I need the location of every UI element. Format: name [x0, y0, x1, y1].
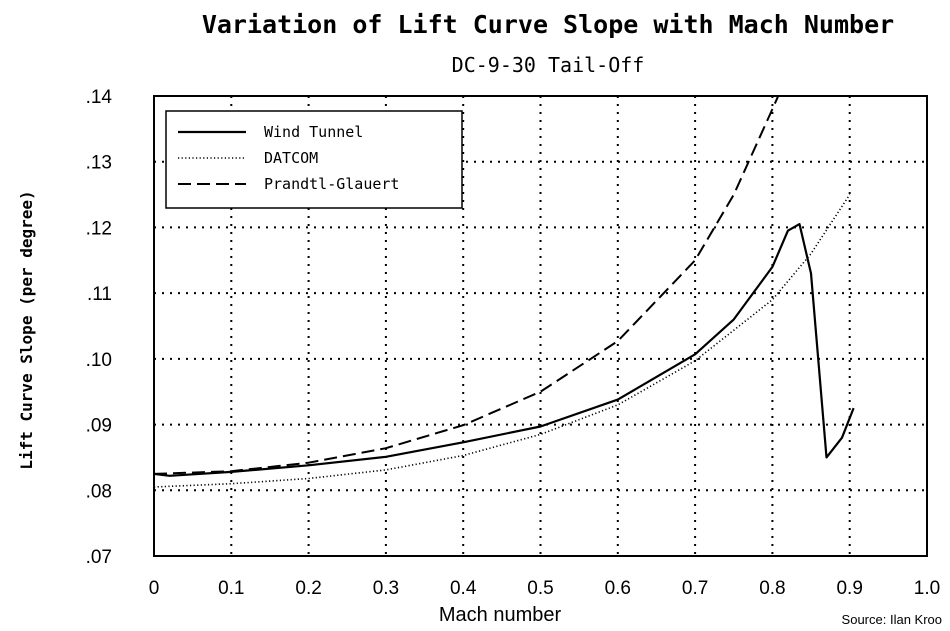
source-note: Source: Ilan Kroo [842, 612, 942, 627]
y-tick-label: .09 [86, 416, 112, 437]
chart-title: Variation of Lift Curve Slope with Mach … [202, 10, 894, 39]
x-tick-label: 0.4 [450, 578, 477, 599]
legend: Wind Tunnel DATCOM Prandtl-Glauert [165, 110, 463, 209]
x-tick-label: 0 [149, 578, 160, 599]
x-tick-labels: 0 0.1 0.2 0.3 0.4 0.5 0.6 0.7 0.8 0.9 1.0 [149, 578, 941, 599]
series-layer [154, 96, 855, 488]
y-tick-label: .12 [86, 218, 112, 239]
x-tick-label: 0.6 [605, 578, 631, 599]
y-tick-label: .11 [87, 284, 112, 305]
chart-subtitle: DC-9-30 Tail-Off [452, 53, 645, 77]
x-tick-label: 0.3 [373, 578, 399, 599]
legend-box [165, 110, 463, 209]
y-tick-label: .14 [86, 87, 113, 108]
x-tick-label: 0.1 [218, 578, 244, 599]
series-line-wind-tunnel [154, 223, 855, 477]
x-tick-label: 0.7 [682, 578, 708, 599]
x-tick-label: 0.9 [836, 578, 862, 599]
y-tick-label: .13 [86, 153, 112, 174]
y-tick-label: .07 [86, 547, 112, 568]
x-tick-label: 1.0 [914, 578, 940, 599]
plot-frame [153, 95, 928, 557]
legend-label: DATCOM [264, 149, 318, 167]
series-line-datcom [154, 194, 851, 488]
y-tick-label: .10 [86, 350, 112, 371]
x-axis-label: Mach number [439, 604, 562, 626]
y-axis-label: Lift Curve Slope (per degree) [17, 190, 36, 469]
series-line-prandtl-glauert [154, 96, 780, 475]
legend-label: Wind Tunnel [264, 123, 363, 141]
y-tick-labels: .07 .08 .09 .10 .11 .12 .13 .14 [86, 87, 113, 568]
x-tick-label: 0.2 [295, 578, 321, 599]
x-tick-label: 0.5 [527, 578, 553, 599]
y-tick-label: .08 [86, 481, 112, 502]
x-tick-label: 0.8 [759, 578, 785, 599]
legend-label: Prandtl-Glauert [264, 175, 399, 193]
